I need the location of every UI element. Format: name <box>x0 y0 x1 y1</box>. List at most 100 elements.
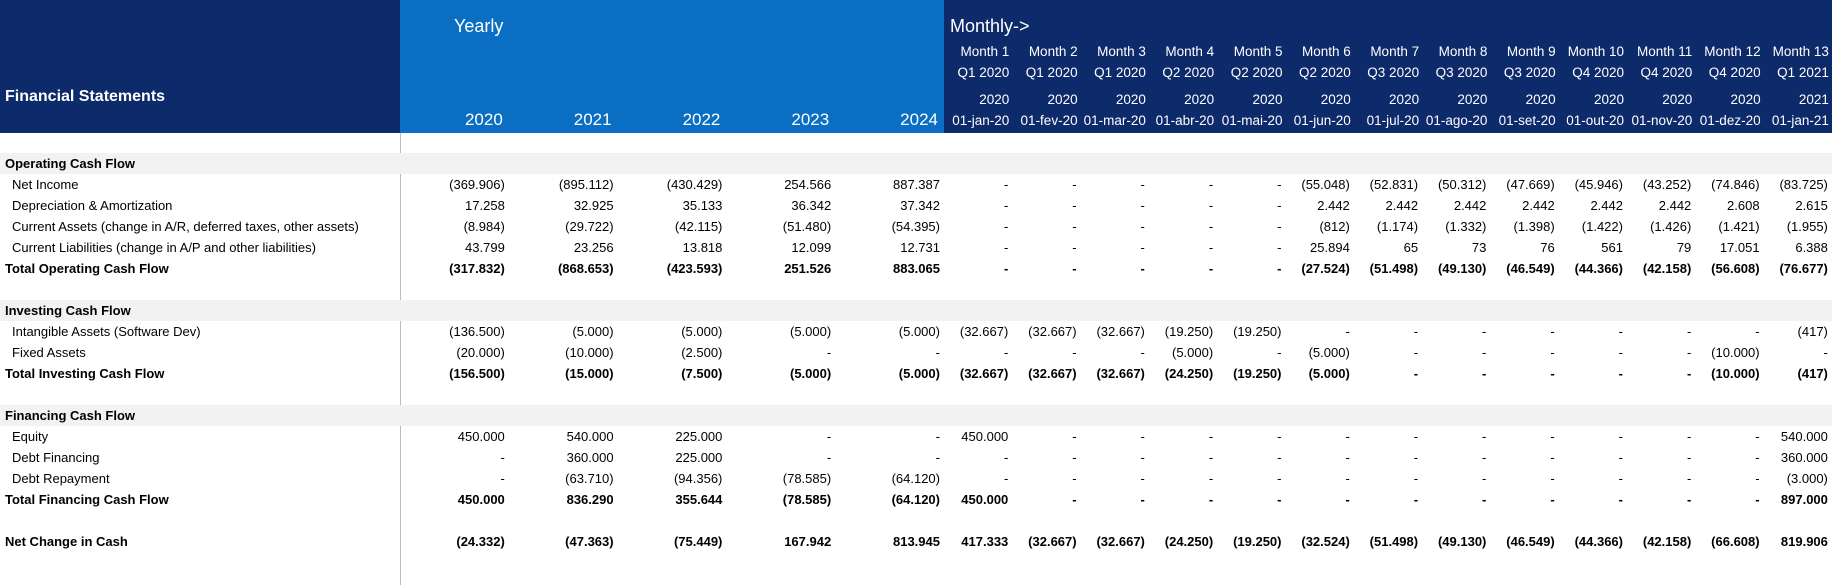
value: - <box>1208 240 1214 255</box>
total-label: Net Change in Cash <box>5 534 128 549</box>
value: - <box>1618 324 1623 339</box>
month-date: 01-jan-21 <box>1771 113 1829 128</box>
total-value: (78.585) <box>782 492 832 507</box>
value: - <box>1482 471 1487 486</box>
value: 17.258 <box>465 198 505 213</box>
value: 225.000 <box>675 450 723 465</box>
value: - <box>1277 240 1282 255</box>
value: (50.312) <box>1437 177 1487 192</box>
value: - <box>1208 471 1214 486</box>
month-year: 2020 <box>1115 92 1146 107</box>
value: (5.000) <box>572 324 614 339</box>
month-year: 2020 <box>1184 92 1215 107</box>
month-date: 01-fev-20 <box>1020 113 1078 128</box>
total-value: 819.906 <box>1780 534 1828 549</box>
value: - <box>1686 345 1692 360</box>
value: 37.342 <box>900 198 940 213</box>
value: (54.395) <box>891 219 940 234</box>
total-value: (15.000) <box>565 366 614 381</box>
total-value: (32.667) <box>959 366 1009 381</box>
month-year: 2020 <box>1252 92 1283 107</box>
month-date: 01-jun-20 <box>1293 113 1351 128</box>
month-date: 01-out-20 <box>1566 113 1624 128</box>
total-value: (32.667) <box>1096 534 1145 549</box>
total-value: - <box>1072 261 1077 276</box>
value: - <box>1208 450 1214 465</box>
value: (2.500) <box>681 345 723 360</box>
month-quarter: Q2 2020 <box>1230 65 1283 80</box>
value: - <box>1277 429 1282 444</box>
total-value: (32.667) <box>1028 534 1077 549</box>
value: (43.252) <box>1642 177 1692 192</box>
value: - <box>1686 429 1692 444</box>
month-name: Month 2 <box>1028 44 1078 59</box>
value: 225.000 <box>675 429 723 444</box>
month-quarter: Q2 2020 <box>1162 65 1215 80</box>
value: - <box>1208 219 1214 234</box>
value: - <box>1003 219 1009 234</box>
total-value: (32.667) <box>1096 366 1145 381</box>
value: 2.442 <box>1658 198 1692 213</box>
row-label: Net Income <box>12 177 79 192</box>
value: - <box>1072 345 1077 360</box>
value: 12.099 <box>791 240 832 255</box>
total-label: Total Investing Cash Flow <box>5 366 165 381</box>
value: 73 <box>1471 240 1487 255</box>
total-value: (42.158) <box>1642 534 1692 549</box>
value: (895.112) <box>558 177 614 192</box>
value: 360.000 <box>566 450 614 465</box>
month-date: 01-jan-20 <box>952 113 1010 128</box>
value: - <box>1003 450 1009 465</box>
value: - <box>1755 471 1760 486</box>
total-value: (66.608) <box>1711 534 1760 549</box>
section-title: Financing Cash Flow <box>5 408 136 423</box>
value: (10.000) <box>1711 345 1760 360</box>
row-label: Debt Financing <box>12 450 100 465</box>
value: (19.250) <box>1164 324 1214 339</box>
total-value: - <box>1277 492 1282 507</box>
value: - <box>1003 471 1009 486</box>
total-value: (49.130) <box>1437 261 1487 276</box>
month-name: Month 5 <box>1233 44 1283 59</box>
total-value: - <box>1755 492 1760 507</box>
total-value: (27.524) <box>1301 261 1350 276</box>
value: (42.115) <box>674 219 723 234</box>
row-label: Depreciation & Amortization <box>12 198 173 213</box>
total-value: (19.250) <box>1233 366 1282 381</box>
total-value: - <box>1482 366 1487 381</box>
value: - <box>1140 219 1145 234</box>
value: 25.894 <box>1310 240 1350 255</box>
total-value: (24.250) <box>1164 534 1214 549</box>
value: - <box>1413 324 1419 339</box>
month-quarter: Q3 2020 <box>1503 65 1556 80</box>
value: 36.342 <box>791 198 832 213</box>
value: - <box>1686 324 1692 339</box>
total-value: (24.250) <box>1164 366 1214 381</box>
month-date: 01-set-20 <box>1498 113 1556 128</box>
value: 2.442 <box>1590 198 1623 213</box>
value: - <box>1140 345 1145 360</box>
row-label: Fixed Assets <box>12 345 86 360</box>
month-quarter: Q1 2020 <box>1025 65 1078 80</box>
value: 2.442 <box>1453 198 1487 213</box>
total-value: - <box>1482 492 1487 507</box>
total-value: - <box>1208 492 1214 507</box>
total-value: (868.653) <box>557 261 614 276</box>
value: - <box>1618 345 1623 360</box>
value: - <box>1003 177 1009 192</box>
total-value: (76.677) <box>1779 261 1828 276</box>
total-value: (19.250) <box>1233 534 1282 549</box>
value: - <box>1482 324 1487 339</box>
month-year: 2020 <box>1730 92 1761 107</box>
total-value: - <box>1413 492 1419 507</box>
month-date: 01-dez-20 <box>1699 113 1761 128</box>
value: (45.946) <box>1574 177 1623 192</box>
value: - <box>1345 450 1350 465</box>
value: 2.442 <box>1522 198 1555 213</box>
value: (55.048) <box>1301 177 1350 192</box>
value: - <box>1686 471 1692 486</box>
total-value: (75.449) <box>673 534 723 549</box>
total-value: - <box>1686 492 1692 507</box>
month-year: 2020 <box>1320 92 1351 107</box>
